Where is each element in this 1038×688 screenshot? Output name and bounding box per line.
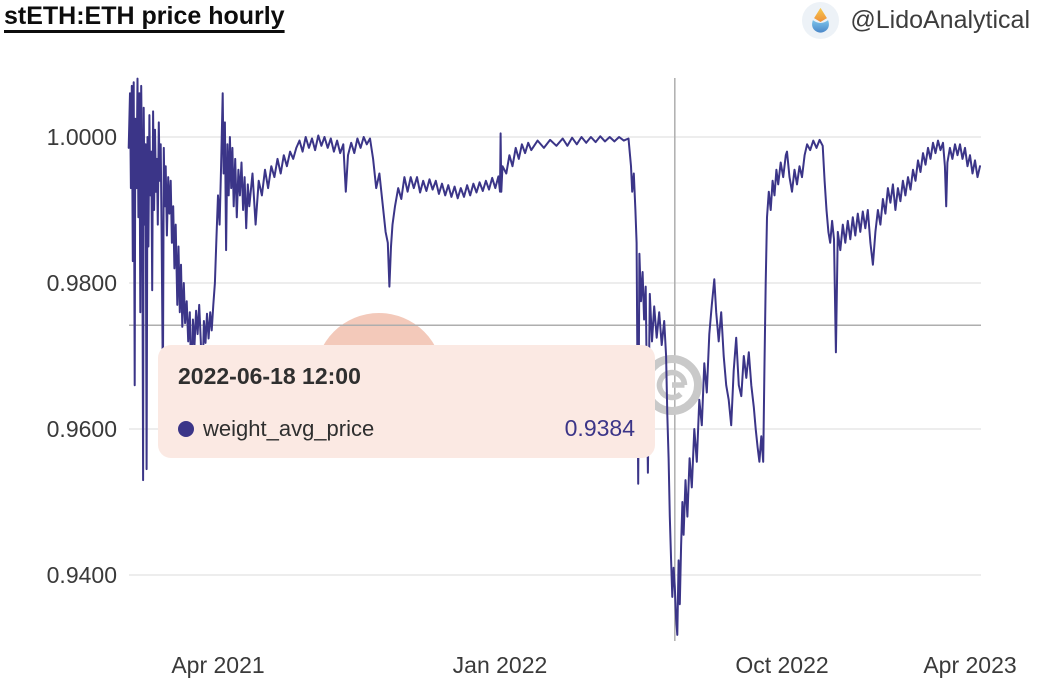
tooltip-series-row: weight_avg_price 0.9384 — [178, 415, 635, 442]
y-axis-tick-label: 0.9400 — [47, 562, 117, 588]
x-axis-tick-label: Jan 2022 — [453, 652, 548, 678]
watermark-ring-glyph — [656, 369, 688, 401]
x-axis-tick-label: Oct 2022 — [735, 652, 828, 678]
tooltip-series-label: weight_avg_price — [203, 415, 375, 441]
y-axis-tick-label: 0.9600 — [47, 416, 117, 442]
y-axis-tick-label: 1.0000 — [47, 124, 117, 150]
tooltip-datetime: 2022-06-18 12:00 — [178, 363, 361, 389]
chart-tooltip: 2022-06-18 12:00 weight_avg_price 0.9384 — [158, 345, 655, 458]
author-handle-text: @LidoAnalytical — [850, 5, 1030, 34]
logo-wave-shape — [812, 19, 830, 33]
page-title: stETH:ETH price hourly — [4, 2, 285, 30]
tooltip-series-value: 0.9384 — [564, 415, 635, 441]
lido-droplet-icon — [802, 1, 840, 39]
x-axis-tick-label: Apr 2023 — [923, 652, 1016, 678]
logo-flame-shape — [814, 7, 828, 22]
price-line-weight-avg-price — [127, 77, 981, 636]
series-dot-icon — [178, 420, 194, 437]
author-handle: @LidoAnalytical — [801, 0, 1030, 40]
y-axis-tick-label: 0.9800 — [47, 270, 117, 296]
x-axis-tick-label: Apr 2021 — [171, 652, 264, 678]
